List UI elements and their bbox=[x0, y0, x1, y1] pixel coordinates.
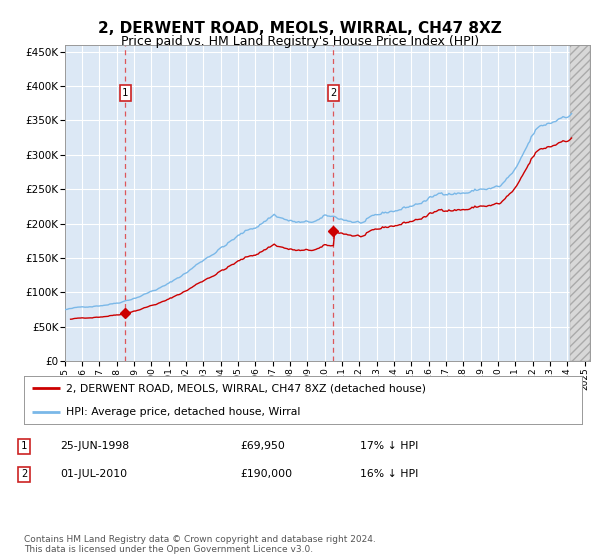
Text: Contains HM Land Registry data © Crown copyright and database right 2024.
This d: Contains HM Land Registry data © Crown c… bbox=[24, 535, 376, 554]
Text: £190,000: £190,000 bbox=[240, 469, 292, 479]
Text: 2: 2 bbox=[330, 88, 337, 98]
Text: 2, DERWENT ROAD, MEOLS, WIRRAL, CH47 8XZ (detached house): 2, DERWENT ROAD, MEOLS, WIRRAL, CH47 8XZ… bbox=[66, 383, 426, 393]
Text: £69,950: £69,950 bbox=[240, 441, 285, 451]
Text: 25-JUN-1998: 25-JUN-1998 bbox=[60, 441, 129, 451]
Text: 1: 1 bbox=[122, 88, 128, 98]
Text: HPI: Average price, detached house, Wirral: HPI: Average price, detached house, Wirr… bbox=[66, 407, 300, 417]
Text: Price paid vs. HM Land Registry's House Price Index (HPI): Price paid vs. HM Land Registry's House … bbox=[121, 35, 479, 48]
Text: 16% ↓ HPI: 16% ↓ HPI bbox=[360, 469, 418, 479]
Text: 1: 1 bbox=[21, 441, 27, 451]
Text: 01-JUL-2010: 01-JUL-2010 bbox=[60, 469, 127, 479]
Text: 2: 2 bbox=[21, 469, 27, 479]
Text: 17% ↓ HPI: 17% ↓ HPI bbox=[360, 441, 418, 451]
Text: 2, DERWENT ROAD, MEOLS, WIRRAL, CH47 8XZ: 2, DERWENT ROAD, MEOLS, WIRRAL, CH47 8XZ bbox=[98, 21, 502, 36]
